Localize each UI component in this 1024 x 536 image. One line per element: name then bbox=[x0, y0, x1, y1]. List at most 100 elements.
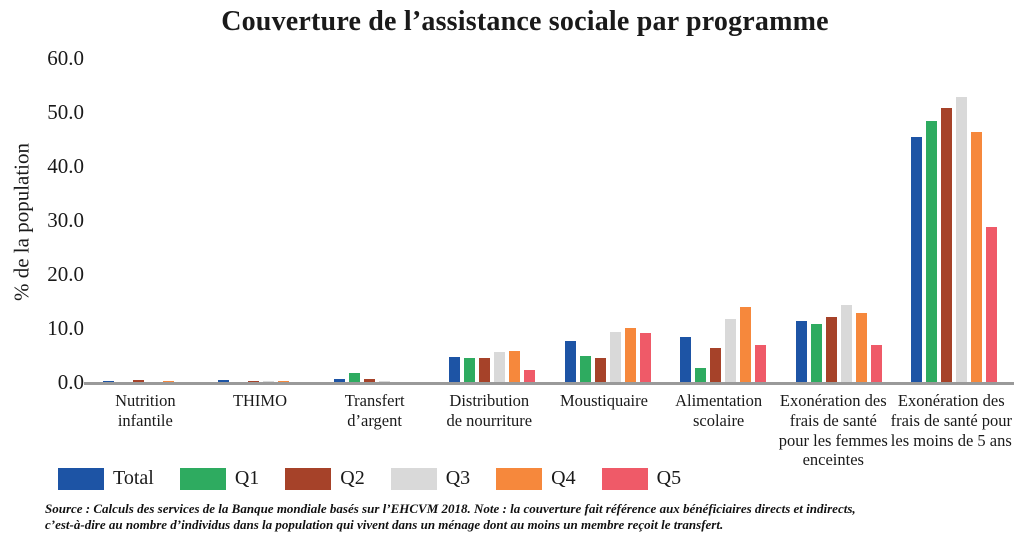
bar-q5 bbox=[524, 370, 536, 383]
bar-q1 bbox=[348, 373, 360, 383]
bar-group bbox=[781, 59, 897, 383]
bar-total bbox=[564, 341, 576, 383]
x-axis-category-label-line: pour les femmes bbox=[778, 430, 888, 450]
bar-q5 bbox=[986, 227, 998, 383]
x-axis-labels: Nutrition infantile THIMO Transfert d’argent… bbox=[88, 391, 1012, 470]
bar-group bbox=[435, 59, 551, 383]
bar-group bbox=[204, 59, 320, 383]
bar-q1 bbox=[695, 367, 707, 383]
bar-total bbox=[795, 320, 807, 383]
legend-label: Q1 bbox=[234, 467, 260, 489]
x-axis-category-label: Exonération des frais de santé pour les fe… bbox=[776, 391, 891, 470]
bar-q3 bbox=[494, 351, 506, 383]
bar-total bbox=[333, 378, 345, 383]
x-axis-category-label-line: scolaire bbox=[692, 410, 745, 430]
legend-label: Total bbox=[113, 467, 154, 489]
x-axis-category-label-line: Exonération des bbox=[897, 391, 1005, 410]
bar-q2 bbox=[363, 379, 375, 383]
x-axis-category-label-line: enceintes bbox=[802, 450, 864, 470]
bar-q2 bbox=[132, 380, 144, 383]
bar-q4 bbox=[740, 306, 752, 383]
x-axis-category-label: Nutrition infantile bbox=[88, 391, 203, 470]
legend-item-total: Total bbox=[58, 467, 154, 490]
legend-label: Q3 bbox=[445, 467, 471, 489]
legend-item-q5: Q5 bbox=[601, 467, 682, 490]
bar-q2 bbox=[825, 317, 837, 383]
bar-q4 bbox=[624, 327, 636, 383]
bar-group bbox=[666, 59, 782, 383]
bar-q3 bbox=[263, 380, 275, 383]
legend-swatch bbox=[285, 467, 332, 490]
x-axis-category-label-line: Exonération des bbox=[779, 391, 887, 410]
bar-q3 bbox=[378, 380, 390, 383]
legend-swatch bbox=[496, 467, 543, 490]
legend-item-q1: Q1 bbox=[179, 467, 260, 490]
legend-label: Q2 bbox=[340, 467, 365, 489]
source-note-line2: c’est-à-dire au nombre d’individus dans … bbox=[45, 517, 724, 533]
bar-q4 bbox=[278, 380, 290, 383]
bar-q4 bbox=[971, 131, 983, 383]
x-axis-line bbox=[84, 382, 1014, 385]
source-note-line1: Source : Calculs des services de la Banq… bbox=[45, 501, 856, 516]
x-axis-category-label-line: Transfert bbox=[344, 391, 405, 410]
bar-group bbox=[897, 59, 1013, 383]
bar-q1 bbox=[579, 356, 591, 383]
legend-swatch bbox=[179, 467, 226, 490]
y-tick-label: 30.0 bbox=[47, 208, 84, 232]
bar-group bbox=[88, 59, 204, 383]
x-axis-category-label: Moustiquaire bbox=[547, 391, 662, 470]
bar-q1 bbox=[464, 357, 476, 383]
x-axis-category-label-line: THIMO bbox=[232, 391, 288, 410]
bar-q4 bbox=[509, 350, 521, 383]
bar-q3 bbox=[840, 304, 852, 383]
y-tick-label: 50.0 bbox=[47, 100, 84, 124]
x-axis-category-label-line: Distribution bbox=[449, 391, 530, 410]
bar-q5 bbox=[639, 333, 651, 383]
y-tick-label: 20.0 bbox=[47, 262, 84, 286]
bar-q2 bbox=[479, 358, 491, 383]
chart-title: Couverture de l’assistance sociale par p… bbox=[221, 6, 829, 37]
plot-area bbox=[88, 59, 1012, 383]
bar-q5 bbox=[870, 345, 882, 383]
legend-label: Q4 bbox=[551, 467, 576, 489]
bar-q1 bbox=[926, 121, 938, 383]
x-axis-category-label: Distribution de nourriture bbox=[432, 391, 547, 470]
bar-total bbox=[449, 357, 461, 383]
legend-swatch bbox=[58, 467, 104, 490]
bar-total bbox=[218, 380, 230, 383]
x-axis-category-label-line: Nutrition bbox=[115, 391, 176, 410]
legend-item-q3: Q3 bbox=[390, 467, 471, 490]
bar-q3 bbox=[609, 331, 621, 383]
bar-q5 bbox=[755, 345, 767, 383]
bar-group bbox=[550, 59, 666, 383]
bar-q1 bbox=[810, 324, 822, 383]
x-axis-category-label: Transfert d’argent bbox=[317, 391, 432, 470]
legend-label: Q5 bbox=[656, 467, 682, 489]
bar-q3 bbox=[956, 96, 968, 383]
bar-q4 bbox=[855, 312, 867, 383]
y-tick-label: 40.0 bbox=[47, 154, 84, 178]
x-axis-category-label-line: les moins de 5 ans bbox=[890, 430, 1012, 450]
x-axis-category-label-line: infantile bbox=[117, 410, 173, 430]
bar-q2 bbox=[594, 357, 606, 383]
legend: Total Q1 Q2 Q3 Q4 Q5 bbox=[58, 467, 707, 490]
bar-q2 bbox=[941, 107, 953, 383]
x-axis-category-label: Exonération des frais de santé pour les mo… bbox=[891, 391, 1012, 470]
legend-item-q2: Q2 bbox=[285, 467, 365, 490]
bar-group bbox=[319, 59, 435, 383]
source-note: Source : Calculs des services de la Banq… bbox=[45, 501, 995, 534]
legend-swatch bbox=[601, 467, 648, 490]
x-axis-category-label: Alimentation scolaire bbox=[661, 391, 776, 470]
x-axis-category-label-line: d’argent bbox=[347, 410, 402, 430]
bar-q2 bbox=[248, 380, 260, 383]
y-tick-label: 10.0 bbox=[47, 316, 84, 340]
legend-swatch bbox=[390, 467, 437, 490]
bar-total bbox=[680, 337, 692, 383]
x-axis-category-label-line: Moustiquaire bbox=[559, 391, 648, 410]
x-axis-category-label-line: de nourriture bbox=[446, 410, 533, 430]
x-axis-category-label-line: frais de santé pour bbox=[890, 410, 1013, 430]
legend-item-q4: Q4 bbox=[496, 467, 576, 490]
bar-q2 bbox=[710, 348, 722, 383]
y-tick-label: 60.0 bbox=[47, 46, 84, 70]
